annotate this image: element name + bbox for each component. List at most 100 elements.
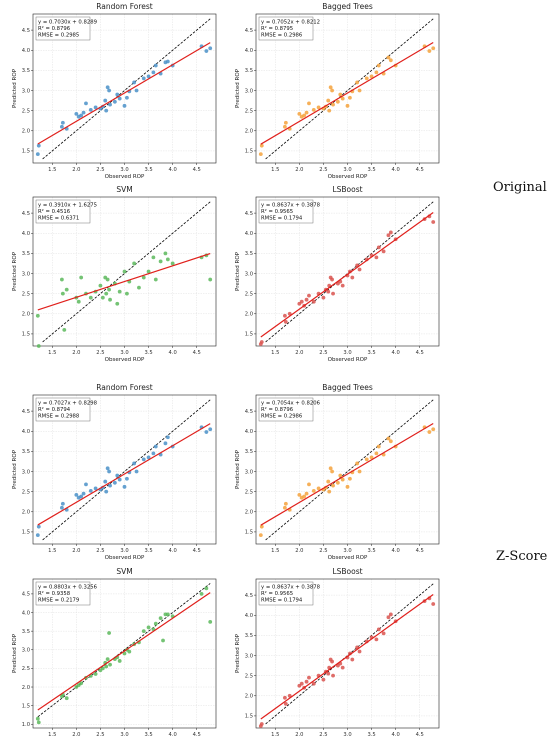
y-tick-label: 4.5	[245, 211, 253, 217]
x-tick-label: 2.0	[295, 732, 303, 738]
x-tick-label: 3.5	[144, 732, 152, 738]
data-point	[153, 277, 158, 282]
data-point	[122, 484, 127, 489]
data-point	[311, 488, 316, 493]
data-point	[330, 469, 334, 474]
y-tick-label: 3.5	[245, 633, 253, 639]
x-tick-label: 2.5	[319, 548, 327, 554]
data-point	[105, 657, 110, 661]
x-tick-label: 3.0	[343, 167, 351, 173]
data-point	[35, 152, 40, 157]
y-tick-label: 3.0	[22, 648, 30, 654]
group-label-zscore: Z-Score	[496, 549, 548, 564]
x-tick-label: 2.5	[319, 167, 327, 173]
data-point	[388, 230, 393, 235]
data-point	[311, 681, 316, 686]
stats-box	[258, 199, 314, 224]
regression-line	[260, 41, 434, 145]
data-point	[328, 466, 333, 471]
x-tick-label: 4.5	[193, 350, 201, 356]
y-tick-label: 4.0	[245, 231, 253, 237]
data-point	[340, 477, 345, 482]
data-point	[321, 677, 326, 682]
data-point	[141, 457, 146, 462]
x-tick-label: 2.5	[96, 732, 104, 738]
data-point	[376, 63, 381, 68]
x-tick-label: 2.0	[72, 350, 80, 356]
data-point	[283, 701, 288, 706]
data-point	[107, 287, 111, 292]
y-axis-label: Predicted ROP	[12, 68, 18, 108]
data-point	[335, 480, 340, 485]
panel-title: Random Forest	[96, 383, 153, 392]
data-point	[74, 111, 79, 116]
data-point	[141, 629, 146, 634]
x-tick-label: 1.5	[48, 732, 56, 738]
data-point	[208, 46, 213, 51]
y-tick-label: 2.0	[245, 312, 253, 318]
data-point	[64, 287, 69, 292]
data-point	[146, 455, 151, 460]
data-point	[122, 651, 127, 656]
y-tick-label: 4.0	[22, 48, 30, 54]
data-point	[204, 49, 209, 53]
data-point	[304, 679, 309, 684]
data-point	[374, 637, 379, 642]
y-tick-label: 1.5	[22, 530, 30, 536]
chart-panel: 1.5 2.0 2.5 3.0 3.5 4.0 4.5 1.5 2.0 2.5 3.0 3.5 4.0 4…	[235, 567, 440, 738]
x-tick-label: 3.5	[367, 548, 375, 554]
data-point	[64, 696, 69, 701]
ideal-line	[42, 18, 211, 160]
y-tick-label: 3.5	[22, 449, 30, 455]
data-point	[431, 220, 436, 224]
x-tick-label: 4.0	[392, 548, 400, 554]
data-point	[122, 103, 127, 108]
data-point	[93, 672, 98, 676]
data-point	[340, 283, 345, 288]
x-tick-label: 4.0	[169, 732, 177, 738]
chart-panel: 1.5 2.0 2.5 3.0 3.5 4.0 4.5 1.0 1.5 2.0 2.5 3.0 3.5 4…	[12, 567, 217, 738]
chart-panel: 1.5 2.0 2.5 3.0 3.5 4.0 4.5 1.5 2.0 2.5 3.0 3.5 4.0 4…	[235, 185, 440, 363]
data-point	[112, 99, 117, 104]
data-point	[105, 277, 110, 282]
stats-text: y = 0.8637x + 0.3878	[261, 585, 321, 591]
data-point	[107, 469, 111, 474]
x-tick-label: 2.0	[72, 548, 80, 554]
data-point	[348, 95, 352, 100]
stats-text: RMSE = 0.1794	[261, 598, 303, 604]
data-point	[427, 430, 432, 434]
stats-text: R² = 0.8796	[38, 25, 71, 32]
data-point	[117, 289, 122, 294]
y-tick-label: 4.5	[22, 409, 30, 415]
x-tick-label: 4.5	[416, 732, 424, 738]
data-point	[105, 85, 110, 90]
data-point	[108, 483, 112, 488]
data-point	[103, 98, 108, 103]
y-tick-label: 2.5	[22, 489, 30, 495]
x-tick-label: 1.5	[271, 350, 279, 356]
x-tick-label: 4.0	[392, 350, 400, 356]
data-point	[311, 107, 316, 112]
data-point	[134, 88, 139, 93]
ideal-line	[265, 18, 434, 160]
data-point	[117, 477, 122, 482]
data-point	[208, 277, 213, 282]
data-point	[104, 291, 109, 296]
data-point	[107, 631, 111, 635]
panel-title: SVM	[116, 185, 132, 194]
ideal-line	[42, 201, 211, 343]
data-point	[338, 473, 343, 478]
stats-text: y = 0.8803x + 0.3256	[38, 585, 98, 591]
data-point	[331, 102, 335, 107]
x-tick-label: 4.0	[169, 350, 177, 356]
stats-text: RMSE = 0.2988	[38, 414, 80, 420]
data-point	[170, 261, 175, 266]
data-point	[104, 489, 109, 494]
data-point	[350, 657, 355, 662]
data-point	[36, 143, 41, 148]
panel-title: LSBoost	[332, 185, 362, 194]
x-tick-label: 1.5	[48, 350, 56, 356]
stats-text: y = 0.7030x + 0.8289	[38, 20, 97, 26]
y-axis-label: Predicted ROP	[12, 251, 18, 291]
y-axis-label: Predicted ROP	[235, 68, 241, 108]
